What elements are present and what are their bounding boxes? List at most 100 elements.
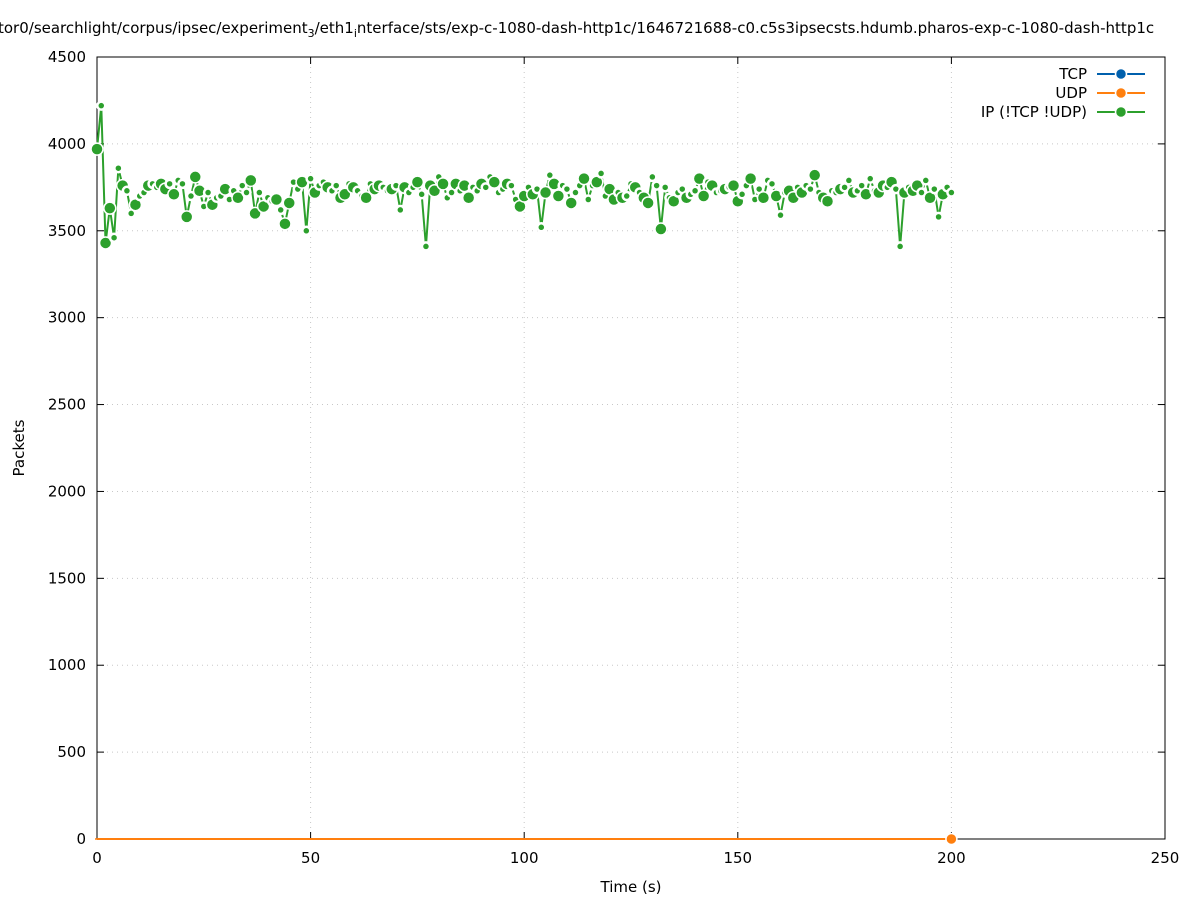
y-tick-label: 1500	[48, 569, 86, 587]
data-point	[775, 209, 786, 221]
x-tick-label: 250	[1151, 849, 1180, 867]
data-point	[820, 194, 835, 208]
legend-item: TCP	[1058, 65, 1145, 83]
data-point	[621, 190, 632, 202]
data-point	[736, 189, 748, 200]
data-point	[654, 222, 668, 236]
y-tick-label: 2000	[48, 482, 86, 500]
data-point	[177, 178, 188, 190]
y-tick-label: 0	[76, 830, 86, 848]
data-point	[282, 196, 296, 210]
data-point	[916, 187, 927, 198]
data-point	[689, 185, 701, 197]
data-point	[564, 196, 578, 210]
data-point	[595, 168, 607, 179]
data-point	[416, 189, 427, 200]
series-group	[95, 832, 958, 846]
x-axis-label: Time (s)	[600, 878, 662, 896]
legend-marker	[1114, 67, 1128, 81]
data-point	[561, 183, 573, 195]
data-point	[278, 217, 292, 231]
data-point	[338, 187, 352, 202]
y-tick-label: 4500	[48, 48, 86, 66]
y-tick-label: 1000	[48, 656, 86, 674]
legend-label: TCP	[1058, 65, 1087, 83]
x-tick-label: 100	[510, 849, 539, 867]
data-point	[410, 175, 425, 189]
y-tick-label: 4000	[48, 135, 86, 153]
data-point	[647, 171, 658, 183]
data-point	[651, 180, 662, 191]
data-point	[805, 183, 816, 195]
data-point	[96, 100, 107, 111]
y-axis: 0 500 1000 1500 2000 2500 3000 3500 4000 4500	[48, 48, 1165, 848]
y-axis-label: Packets	[10, 419, 28, 476]
chart-title: tor0/searchlight/corpus/ipsec/experiment…	[0, 19, 1154, 40]
data-point	[920, 175, 932, 186]
data-point	[487, 175, 502, 189]
data-point	[254, 187, 265, 198]
x-tick-label: 200	[937, 849, 966, 867]
data-point	[301, 225, 312, 237]
data-point	[248, 206, 262, 221]
data-point	[420, 241, 432, 252]
y-tick-label: 3000	[48, 309, 86, 327]
data-point	[536, 222, 547, 233]
legend-item: IP (!TCP !UDP)	[981, 103, 1145, 121]
data-point	[743, 171, 758, 186]
data-point	[551, 189, 566, 203]
data-point	[538, 185, 553, 200]
data-point	[506, 180, 517, 191]
data-point	[185, 190, 197, 202]
data-point	[807, 168, 822, 182]
data-point	[305, 173, 316, 184]
data-point	[696, 189, 711, 203]
data-point	[843, 175, 855, 186]
y-tick-label: 2500	[48, 396, 86, 414]
legend-label: IP (!TCP !UDP)	[981, 103, 1087, 121]
x-tick-label: 0	[92, 849, 102, 867]
data-point	[577, 171, 591, 186]
data-point	[164, 178, 175, 190]
data-point	[90, 142, 104, 156]
legend-label: UDP	[1055, 84, 1087, 102]
data-point	[330, 180, 342, 191]
data-point	[427, 184, 442, 198]
data-point	[461, 191, 476, 205]
data-point	[946, 187, 957, 198]
data-point	[480, 182, 492, 193]
data-point	[121, 185, 133, 197]
y-tick-label: 500	[57, 743, 86, 761]
data-point	[766, 178, 778, 190]
data-point	[113, 162, 124, 174]
data-point	[933, 211, 944, 223]
data-point	[98, 236, 113, 250]
y-tick-label: 3500	[48, 222, 86, 240]
data-point	[269, 192, 284, 207]
data-point	[726, 178, 741, 193]
data-point	[188, 170, 203, 184]
data-point	[641, 196, 655, 210]
data-point	[244, 173, 258, 188]
data-point	[929, 183, 940, 195]
legend-marker	[1114, 86, 1128, 100]
data-point	[167, 187, 181, 202]
data-point	[756, 191, 771, 205]
legend-item: UDP	[1055, 84, 1145, 102]
data-point	[275, 204, 286, 216]
data-point	[436, 177, 450, 191]
data-point	[583, 194, 594, 205]
data-point	[108, 232, 120, 243]
data-point	[945, 832, 958, 846]
data-point	[359, 191, 373, 205]
data-point	[659, 182, 671, 193]
series-layer	[90, 100, 958, 846]
series-group	[90, 100, 957, 252]
data-point	[179, 210, 194, 224]
data-point	[894, 241, 906, 252]
x-axis: 0 50 100 150 200 250	[92, 57, 1179, 867]
x-tick-label: 150	[723, 849, 752, 867]
